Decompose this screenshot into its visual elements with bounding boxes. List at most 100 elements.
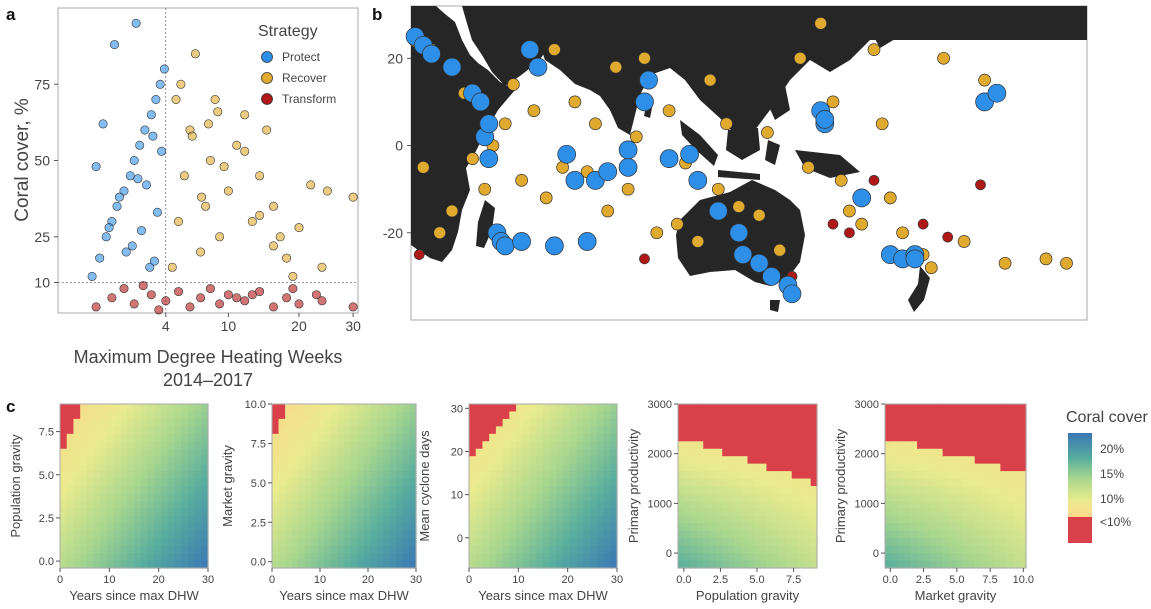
- heatmap-cell: [936, 471, 944, 480]
- heatmap-cell: [603, 553, 611, 562]
- heatmap-cell: [715, 493, 723, 502]
- heatmap-cell: [187, 545, 196, 554]
- heatmap-cell: [201, 530, 209, 539]
- heatmap-cell: [174, 553, 182, 562]
- point-transform: [196, 293, 206, 303]
- heatmap-y-tick-label: 7.5: [251, 438, 266, 450]
- heatmap-cell: [610, 508, 618, 517]
- heatmap-cell: [690, 508, 698, 517]
- heatmap-cell: [73, 441, 81, 450]
- heatmap-cell: [311, 411, 319, 420]
- heatmap-cell: [684, 560, 692, 569]
- heatmap-cell: [678, 493, 685, 502]
- heatmap-cell: [610, 493, 618, 502]
- heatmap-cell: [402, 456, 411, 465]
- heatmap-cell: [402, 426, 411, 435]
- heatmap-cell: [684, 441, 692, 450]
- heatmap-cell: [389, 500, 397, 509]
- heatmap-y-tick-label: 5.0: [251, 478, 266, 490]
- heatmap-cell: [1006, 515, 1014, 524]
- map-point-recover: [843, 204, 856, 218]
- heatmap-cell: [543, 463, 551, 472]
- heatmap-cell: [60, 493, 68, 502]
- heatmap-cell: [201, 545, 209, 554]
- heatmap-cell: [495, 493, 504, 502]
- heatmap-cell: [73, 478, 81, 487]
- heatmap-cell: [482, 433, 490, 442]
- land-africa: [411, 6, 515, 262]
- heatmap-x-label: Years since max DHW: [279, 588, 409, 603]
- heatmap-cell: [968, 486, 976, 495]
- heatmap-cell: [160, 530, 169, 539]
- heatmap-cell: [324, 523, 332, 532]
- heatmap-cell: [798, 515, 805, 524]
- heatmap-cell: [1006, 560, 1014, 569]
- heatmap-cell: [974, 553, 982, 562]
- heatmap-cell: [66, 545, 75, 554]
- heatmap-cell: [549, 418, 558, 427]
- heatmap-cell: [741, 441, 749, 450]
- heatmap-cell: [722, 404, 730, 413]
- heatmap-cell: [330, 508, 339, 517]
- heatmap-cell: [482, 560, 490, 569]
- heatmap-cell: [134, 404, 142, 413]
- heatmap-cell: [516, 538, 524, 547]
- point-protect: [149, 256, 159, 266]
- heatmap-cell: [804, 523, 812, 532]
- heatmap-cell: [949, 471, 957, 480]
- heatmap-cell: [475, 411, 484, 420]
- heatmap-cell: [113, 493, 122, 502]
- heatmap-cell: [785, 441, 793, 450]
- heatmap-cell: [482, 523, 490, 532]
- heatmap-cell: [968, 560, 976, 569]
- heatmap-cell: [127, 553, 135, 562]
- heatmap-cell: [1000, 493, 1008, 502]
- heatmap-cell: [810, 508, 818, 517]
- heatmap-cell: [1019, 508, 1027, 517]
- heatmap-cell: [904, 433, 912, 442]
- heatmap-cell: [923, 411, 931, 420]
- heatmap-cell: [194, 553, 202, 562]
- heatmap-cell: [160, 426, 169, 435]
- heatmap-cell: [147, 515, 155, 524]
- map-point-protect: [987, 83, 1007, 103]
- heatmap-cell: [810, 538, 818, 547]
- heatmap-cell: [402, 463, 411, 472]
- heatmap-cell: [536, 418, 544, 427]
- heatmap-cell: [936, 463, 944, 472]
- heatmap-cell: [968, 463, 976, 472]
- y-tick-label: 10: [34, 275, 50, 291]
- heatmap-cell: [201, 433, 209, 442]
- heatmap-cell: [734, 523, 742, 532]
- heatmap-cell: [785, 426, 793, 435]
- point-protect: [101, 232, 111, 242]
- heatmap-cell: [489, 426, 497, 435]
- heatmap-cell: [291, 530, 299, 539]
- heatmap-cell: [93, 515, 101, 524]
- heatmap-cell: [904, 418, 912, 427]
- heatmap-cell: [583, 493, 591, 502]
- heatmap-cell: [993, 545, 1001, 554]
- heatmap-cell: [107, 433, 115, 442]
- heatmap-cell: [596, 433, 605, 442]
- heatmap-cell: [897, 493, 905, 502]
- heatmap-cell: [402, 500, 411, 509]
- heatmap-cell: [785, 530, 793, 539]
- heatmap-cell: [311, 418, 319, 427]
- heatmap-cell: [910, 478, 918, 487]
- heatmap-cell: [715, 411, 723, 420]
- heatmap-cell: [974, 486, 982, 495]
- heatmap-cell: [529, 500, 537, 509]
- coral-cover-legend-gradient: [1068, 433, 1092, 517]
- heatmap-cell: [923, 553, 931, 562]
- heatmap-cell: [107, 456, 115, 465]
- heatmap-cell: [350, 471, 358, 480]
- heatmap-cell: [80, 486, 88, 495]
- heatmap-cell: [344, 471, 352, 480]
- heatmap-cell: [760, 478, 768, 487]
- heatmap-cell: [696, 456, 704, 465]
- heatmap-cell: [715, 433, 723, 442]
- heatmap-y-tick-label: 20: [451, 446, 463, 458]
